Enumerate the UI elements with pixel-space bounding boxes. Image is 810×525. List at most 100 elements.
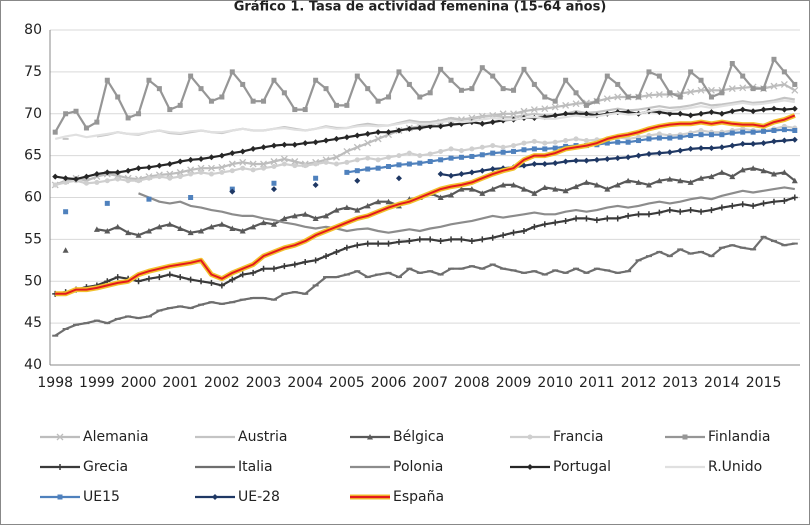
marker [437, 171, 444, 178]
marker [343, 204, 350, 211]
marker [188, 73, 194, 79]
marker [156, 274, 163, 281]
marker [698, 77, 704, 83]
marker [718, 204, 725, 211]
marker [521, 66, 527, 72]
marker [136, 111, 142, 117]
marker [666, 149, 673, 156]
marker [500, 144, 506, 150]
marker [83, 180, 89, 186]
marker [739, 84, 747, 92]
marker [479, 167, 486, 174]
marker [572, 100, 580, 108]
marker [479, 190, 486, 196]
marker [323, 86, 329, 92]
marker [729, 61, 735, 66]
marker [458, 87, 464, 93]
marker [260, 265, 267, 272]
marker [614, 215, 621, 222]
marker [250, 167, 256, 173]
marker [739, 140, 746, 147]
marker [770, 138, 777, 145]
marker [468, 238, 475, 245]
marker [791, 136, 798, 143]
marker [760, 140, 767, 147]
marker [719, 90, 725, 96]
marker [73, 176, 80, 183]
marker [479, 152, 485, 158]
marker [198, 169, 204, 175]
marker [364, 139, 372, 147]
marker [718, 110, 725, 117]
marker [469, 153, 475, 159]
marker [698, 110, 705, 117]
marker [448, 236, 455, 243]
marker [780, 80, 788, 88]
marker [740, 129, 746, 135]
marker [145, 275, 152, 282]
marker [386, 94, 392, 100]
legend-label: Austria [238, 429, 287, 445]
marker [73, 108, 79, 114]
marker [343, 147, 351, 155]
marker [740, 73, 746, 79]
marker [792, 81, 798, 87]
legend-item: UE15 [40, 489, 120, 505]
marker [302, 107, 308, 113]
x-tick-label: 2001 [162, 375, 198, 391]
x-tick-label: 1999 [79, 375, 115, 391]
series-line [55, 114, 796, 295]
marker [708, 94, 714, 100]
marker [792, 128, 798, 133]
marker [563, 138, 569, 144]
marker [510, 229, 517, 236]
x-tick-label: 2011 [579, 375, 615, 391]
marker [353, 143, 361, 151]
marker [135, 232, 142, 238]
marker [666, 176, 673, 182]
marker [770, 198, 777, 205]
marker [145, 228, 152, 234]
marker [197, 164, 205, 172]
x-tick-label: 2013 [662, 375, 698, 391]
marker [551, 103, 559, 111]
marker [406, 125, 413, 132]
marker [438, 148, 444, 154]
marker [437, 123, 444, 130]
marker [365, 86, 371, 92]
marker [448, 172, 455, 179]
marker [156, 86, 162, 92]
marker [687, 145, 694, 152]
marker [292, 163, 298, 169]
series [62, 165, 798, 253]
marker [156, 223, 163, 230]
marker [354, 177, 361, 184]
marker [479, 144, 485, 150]
marker [218, 163, 226, 171]
marker [458, 186, 465, 192]
marker [125, 229, 132, 236]
marker [614, 155, 621, 162]
marker [615, 81, 621, 87]
marker [490, 73, 496, 79]
legend-item: Polonia [350, 459, 443, 475]
marker [270, 186, 277, 193]
marker [521, 147, 527, 153]
marker [739, 106, 746, 113]
marker [239, 228, 246, 234]
marker [281, 263, 288, 270]
marker [417, 153, 423, 159]
legend-label: Italia [238, 459, 273, 475]
marker [583, 179, 590, 185]
marker [645, 150, 652, 157]
marker [682, 434, 688, 440]
marker [583, 102, 589, 108]
marker [520, 228, 527, 234]
legend-item: Italia [195, 459, 273, 475]
marker [344, 159, 350, 165]
legend-label: Portugal [553, 459, 611, 475]
marker [708, 132, 714, 138]
marker [573, 215, 580, 222]
marker [292, 107, 298, 113]
marker [208, 154, 215, 161]
